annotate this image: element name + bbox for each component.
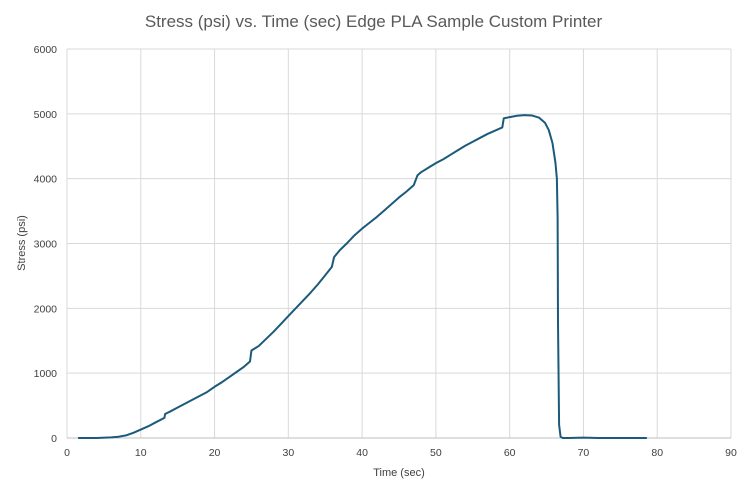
x-axis-label: Time (sec) — [373, 467, 425, 479]
x-tick-label: 60 — [504, 447, 516, 459]
x-tick-label: 10 — [135, 447, 147, 459]
x-tick-label: 40 — [356, 447, 368, 459]
gridlines — [66, 48, 732, 439]
x-tick-label: 70 — [578, 447, 590, 459]
x-tick-label: 0 — [64, 447, 70, 459]
y-tick-label: 6000 — [34, 44, 58, 56]
y-tick-label: 2000 — [34, 303, 58, 315]
chart-title: Stress (psi) vs. Time (sec) Edge PLA Sam… — [145, 12, 603, 31]
x-tick-label: 30 — [282, 447, 294, 459]
x-tick-label: 80 — [651, 447, 663, 459]
y-tick-label: 1000 — [34, 368, 58, 380]
x-tick-label: 20 — [209, 447, 221, 459]
series-line-stress — [77, 114, 648, 439]
tick-labels: 0 10 20 30 40 50 60 70 80 90 0 1000 2000 3000 4000 5000… — [34, 44, 737, 459]
y-tick-label: 3000 — [34, 239, 58, 251]
y-tick-label: 4000 — [34, 174, 58, 186]
y-tick-label: 5000 — [34, 109, 58, 121]
series-layer — [77, 114, 648, 439]
x-tick-label: 50 — [430, 447, 442, 459]
y-tick-label: 0 — [51, 433, 57, 445]
x-tick-label: 90 — [725, 447, 737, 459]
y-axis-label: Stress (psi) — [16, 215, 28, 271]
